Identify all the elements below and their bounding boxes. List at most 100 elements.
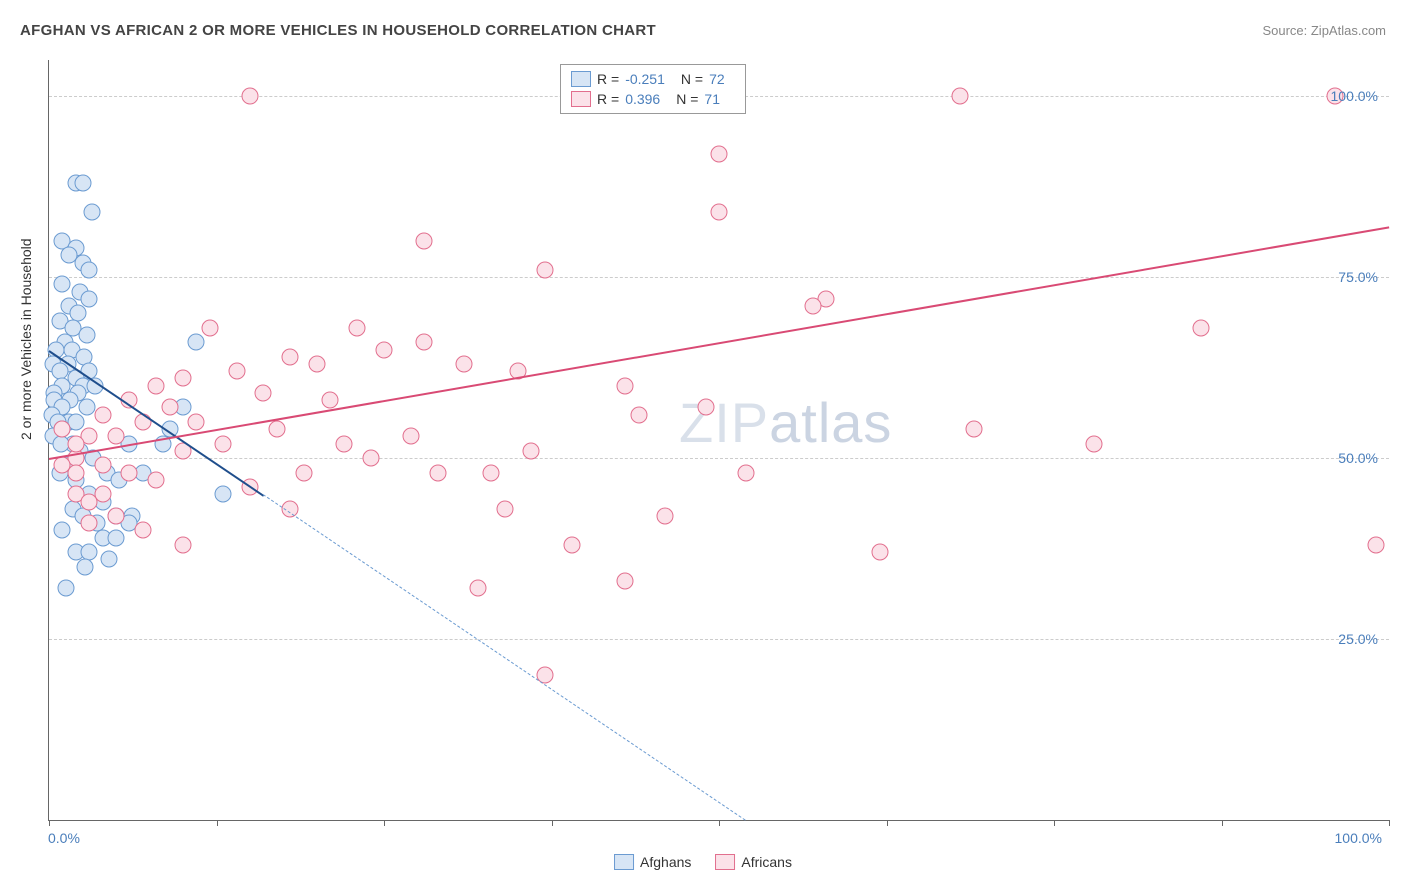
scatter-point — [74, 175, 91, 192]
legend-item-africans: Africans — [715, 854, 792, 870]
scatter-point — [148, 471, 165, 488]
scatter-point — [268, 421, 285, 438]
scatter-point — [965, 421, 982, 438]
y-axis-label: 2 or more Vehicles in Household — [18, 238, 34, 440]
scatter-point — [295, 464, 312, 481]
scatter-point — [804, 298, 821, 315]
legend-label: Africans — [741, 854, 792, 870]
scatter-point — [54, 276, 71, 293]
scatter-point — [416, 232, 433, 249]
scatter-point — [215, 486, 232, 503]
scatter-point — [563, 536, 580, 553]
gridline — [49, 639, 1389, 640]
scatter-point — [108, 508, 125, 525]
scatter-point — [161, 399, 178, 416]
x-tick — [1222, 820, 1223, 826]
x-tick — [49, 820, 50, 826]
scatter-point — [175, 370, 192, 387]
scatter-point — [282, 348, 299, 365]
scatter-point — [215, 435, 232, 452]
scatter-point — [81, 515, 98, 532]
stats-row-afghans: R = -0.251 N = 72 — [571, 69, 735, 89]
scatter-point — [54, 421, 71, 438]
scatter-point — [175, 536, 192, 553]
scatter-point — [952, 88, 969, 105]
scatter-point — [416, 334, 433, 351]
scatter-point — [58, 580, 75, 597]
scatter-point — [1193, 319, 1210, 336]
y-tick-label: 75.0% — [1338, 269, 1378, 285]
gridline — [49, 277, 1389, 278]
gridline — [49, 458, 1389, 459]
y-tick-label: 50.0% — [1338, 450, 1378, 466]
scatter-point — [78, 399, 95, 416]
chart-title: AFGHAN VS AFRICAN 2 OR MORE VEHICLES IN … — [20, 22, 656, 39]
bottom-legend: Afghans Africans — [614, 854, 792, 870]
watermark: ZIPatlas — [679, 390, 892, 455]
scatter-point — [349, 319, 366, 336]
scatter-point — [617, 573, 634, 590]
swatch-africans — [571, 91, 591, 107]
scatter-point — [309, 356, 326, 373]
y-tick-label: 25.0% — [1338, 631, 1378, 647]
scatter-point — [630, 406, 647, 423]
scatter-point — [228, 363, 245, 380]
scatter-point — [108, 529, 125, 546]
scatter-point — [496, 500, 513, 517]
scatter-point — [134, 522, 151, 539]
scatter-point — [1086, 435, 1103, 452]
scatter-point — [429, 464, 446, 481]
scatter-point — [188, 334, 205, 351]
x-axis-min: 0.0% — [48, 830, 80, 846]
scatter-point — [335, 435, 352, 452]
scatter-plot-area: ZIPatlas — [48, 60, 1389, 821]
scatter-point — [188, 413, 205, 430]
scatter-point — [711, 204, 728, 221]
stats-row-africans: R = 0.396 N = 71 — [571, 89, 735, 109]
scatter-point — [536, 261, 553, 278]
x-tick — [1389, 820, 1390, 826]
scatter-point — [121, 464, 138, 481]
scatter-point — [108, 428, 125, 445]
scatter-point — [871, 544, 888, 561]
scatter-point — [402, 428, 419, 445]
scatter-point — [469, 580, 486, 597]
scatter-point — [201, 319, 218, 336]
scatter-point — [81, 493, 98, 510]
scatter-point — [94, 457, 111, 474]
scatter-point — [101, 551, 118, 568]
scatter-point — [81, 290, 98, 307]
scatter-point — [523, 442, 540, 459]
scatter-point — [617, 377, 634, 394]
swatch-afghans — [571, 71, 591, 87]
x-axis-max: 100.0% — [1335, 830, 1382, 846]
scatter-point — [483, 464, 500, 481]
legend-swatch-africans — [715, 854, 735, 870]
scatter-point — [255, 384, 272, 401]
scatter-point — [376, 341, 393, 358]
regression-line — [49, 226, 1389, 460]
scatter-point — [242, 88, 259, 105]
legend-item-afghans: Afghans — [614, 854, 691, 870]
scatter-point — [94, 406, 111, 423]
x-tick — [384, 820, 385, 826]
legend-swatch-afghans — [614, 854, 634, 870]
scatter-point — [54, 457, 71, 474]
scatter-point — [78, 327, 95, 344]
correlation-stats-box: R = -0.251 N = 72 R = 0.396 N = 71 — [560, 64, 746, 114]
scatter-point — [77, 558, 94, 575]
x-tick — [552, 820, 553, 826]
x-tick — [1054, 820, 1055, 826]
scatter-point — [81, 261, 98, 278]
y-tick-label: 100.0% — [1331, 88, 1378, 104]
x-tick — [217, 820, 218, 826]
scatter-point — [1367, 536, 1384, 553]
scatter-point — [67, 435, 84, 452]
x-tick — [887, 820, 888, 826]
scatter-point — [657, 508, 674, 525]
scatter-point — [54, 522, 71, 539]
scatter-point — [362, 450, 379, 467]
scatter-point — [737, 464, 754, 481]
legend-label: Afghans — [640, 854, 691, 870]
scatter-point — [83, 204, 100, 221]
